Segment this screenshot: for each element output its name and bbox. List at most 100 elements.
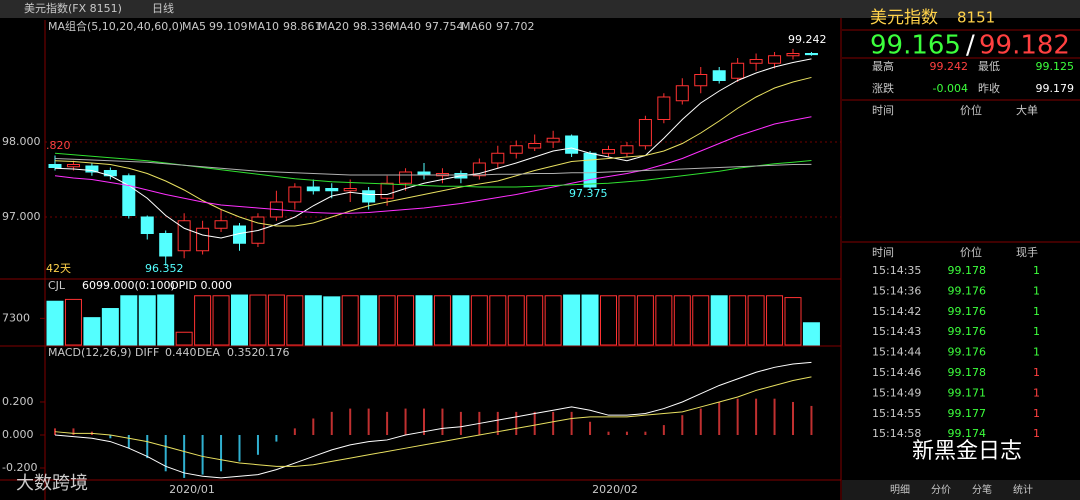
tick-price: 99.176 (948, 346, 987, 359)
candle-body (288, 186, 302, 203)
volume-bar (581, 294, 599, 346)
candle-body (546, 137, 560, 143)
legend-name: DEA (197, 346, 220, 359)
y-tick-label: 97.000 (2, 210, 41, 223)
candle-body (712, 70, 726, 81)
header: 时间 (872, 104, 894, 117)
legend-value: 97.702 (496, 20, 535, 33)
tick-price: 99.176 (948, 325, 987, 338)
legend-name: MA5 (182, 20, 206, 33)
volume-bar (563, 294, 581, 346)
volume-bar (175, 331, 193, 346)
volume-bar (710, 295, 728, 346)
candle-body (657, 96, 671, 120)
tick-qty: 1 (1033, 386, 1040, 399)
line (54, 116, 812, 214)
tick-qty: 1 (1033, 305, 1040, 318)
header: 价位 (960, 245, 982, 259)
volume-bar (378, 295, 396, 346)
volume-bar (729, 295, 747, 346)
tab[interactable]: 分笔 (972, 483, 992, 496)
volume-bar (267, 294, 285, 346)
quote-label: 涨跌 (872, 81, 894, 95)
quote-label: 昨收 (978, 81, 1000, 95)
tick-price: 99.176 (948, 284, 987, 297)
header: 时间 (872, 246, 894, 259)
legend-name: MA60 (461, 20, 492, 33)
watermark: 新黑金日志 (912, 439, 1022, 464)
volume-bar (120, 295, 138, 346)
volume-bar (194, 295, 212, 346)
legend-value: 0.176 (258, 346, 290, 359)
tick-time: 15:14:35 (872, 264, 921, 277)
line (54, 376, 812, 467)
volume-bar (64, 298, 82, 346)
candle-body (417, 171, 431, 175)
window-title: 美元指数(FX 8151) (24, 1, 122, 15)
volume-bar (286, 295, 304, 346)
volume-bar (692, 295, 710, 346)
volume-bar (766, 295, 784, 346)
y-tick-label: 7300 (2, 311, 30, 324)
volume-bar (397, 295, 415, 346)
tick-price: 99.174 (948, 427, 987, 440)
tab[interactable]: 分价 (931, 484, 951, 496)
volume-bar (212, 295, 230, 346)
y-tick-label: 0.000 (2, 428, 34, 441)
panel-title: CJL (48, 279, 66, 292)
volume-bar (101, 308, 119, 346)
volume-bar (655, 295, 673, 346)
quote-value: 99.125 (1036, 60, 1075, 73)
quote-value: 99.242 (930, 60, 969, 73)
legend-value: 98.861 (283, 20, 322, 33)
candle-body (140, 216, 154, 234)
volume-bar (138, 295, 156, 346)
days-label: 42天 (46, 262, 71, 275)
tick-price: 99.178 (948, 264, 987, 277)
volume-bar (636, 295, 654, 346)
tab[interactable]: 明细 (890, 483, 910, 496)
candle-body (177, 220, 191, 252)
volume-bar (415, 295, 433, 346)
volume-bar (360, 295, 378, 346)
volume-bar (323, 296, 341, 346)
legend: OPID 0.000 (170, 279, 232, 292)
candle-body (528, 143, 542, 149)
y-tick-label: 0.200 (2, 395, 34, 408)
candle-body (786, 53, 800, 57)
candle-body (122, 175, 136, 216)
sep: / (966, 31, 975, 61)
legend-value: 97.754 (425, 20, 464, 33)
volume-bar (600, 295, 617, 346)
y-tick-label: 98.000 (2, 135, 41, 148)
candle-body (694, 74, 708, 87)
tick-qty: 1 (1033, 427, 1040, 440)
volume-bar (673, 295, 691, 346)
candle-body (362, 190, 376, 203)
tab[interactable]: 统计 (1013, 483, 1033, 496)
period[interactable]: 日线 (152, 1, 174, 15)
tab-bar (842, 480, 1080, 500)
volume-bar (618, 295, 636, 346)
tick-time: 15:14:43 (872, 325, 921, 338)
volume-bar (249, 294, 267, 346)
volume-bar (83, 317, 101, 346)
legend-value: 99.109 (209, 20, 248, 33)
tick-qty: 1 (1033, 346, 1040, 359)
candle-body (638, 119, 652, 147)
legend-name: MA10 (248, 20, 279, 33)
candle-body (85, 165, 99, 173)
tick-time: 15:14:42 (872, 305, 921, 318)
volume-bar (784, 297, 802, 346)
volume-bar (157, 294, 175, 346)
volume-bar (46, 300, 64, 346)
line (54, 158, 812, 176)
candle-body (583, 152, 597, 188)
volume-bar (544, 295, 562, 346)
legend-name: MA20 (318, 20, 349, 33)
annotation: 97.375 (569, 187, 608, 200)
legend-name: DIFF (135, 346, 159, 359)
candle-body (804, 53, 818, 56)
header: 价位 (960, 103, 982, 117)
